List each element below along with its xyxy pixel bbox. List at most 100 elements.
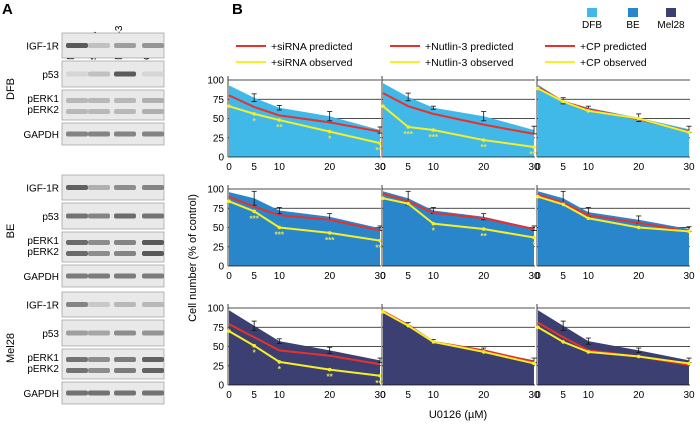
observed-point bbox=[532, 145, 536, 149]
observed-point bbox=[378, 373, 382, 378]
control-area bbox=[229, 310, 380, 385]
control-area bbox=[229, 192, 380, 266]
blot-membrane-box bbox=[61, 348, 165, 380]
y-tick-label: 0 bbox=[218, 262, 224, 273]
observed-point bbox=[481, 350, 486, 354]
x-tick-label: 20 bbox=[633, 162, 645, 173]
blot-band bbox=[88, 390, 110, 396]
legend-cell-line-label: Mel28 bbox=[657, 20, 685, 31]
x-axis-title: U0126 (µM) bbox=[429, 409, 487, 421]
blot-band bbox=[66, 302, 88, 307]
blot-band bbox=[142, 131, 164, 137]
blot-protein-label: IGF-1R bbox=[26, 42, 59, 53]
x-tick-label: 10 bbox=[583, 162, 595, 173]
x-tick-label: 5 bbox=[405, 162, 411, 173]
blot-protein-label: pERK2 bbox=[27, 364, 59, 375]
blot-band bbox=[88, 98, 110, 103]
blot-protein-label: p53 bbox=[42, 329, 59, 340]
observed-point bbox=[636, 116, 641, 121]
control-area bbox=[538, 84, 689, 157]
x-tick-label: 0 bbox=[226, 162, 232, 173]
x-tick-label: 5 bbox=[405, 271, 411, 282]
significance-star: *** bbox=[375, 146, 385, 155]
chart-panel-DFB-Nutlin-3: *** ********0 5 10 20 30 bbox=[380, 76, 540, 173]
x-tick-label: 10 bbox=[428, 162, 440, 173]
blot-band bbox=[66, 273, 88, 279]
blot-band bbox=[142, 330, 164, 336]
blot-band bbox=[88, 302, 110, 307]
blot-band bbox=[88, 109, 110, 114]
blot-band bbox=[66, 390, 88, 396]
blot-band bbox=[142, 240, 164, 245]
blot-band bbox=[114, 330, 136, 336]
y-tick-label: 0 bbox=[218, 153, 224, 164]
y-axis-title: Cell number (% of control) bbox=[187, 194, 199, 322]
blot-band bbox=[114, 357, 136, 362]
blot-band bbox=[88, 131, 110, 137]
y-tick-label: 50 bbox=[213, 342, 225, 353]
x-tick-label: 30 bbox=[683, 271, 695, 282]
x-tick-label: 30 bbox=[683, 162, 695, 173]
observed-point bbox=[532, 361, 536, 366]
legend-observed-label: +Nutlin-3 observed bbox=[425, 57, 514, 69]
y-tick-label: 25 bbox=[213, 361, 225, 372]
control-area bbox=[229, 85, 380, 157]
legend-cell-line-label: BE bbox=[626, 20, 640, 31]
blot-protein-label: pERK2 bbox=[27, 247, 59, 258]
legend-predicted-label: +CP predicted bbox=[580, 41, 647, 53]
observed-point bbox=[327, 367, 332, 372]
x-tick-label: 0 bbox=[380, 271, 386, 282]
predicted-line bbox=[228, 323, 381, 366]
chart-panel-BE-Nutlin-3: ****0 5 10 20 30 bbox=[380, 185, 540, 282]
observed-point bbox=[277, 225, 282, 230]
x-tick-label: 20 bbox=[324, 271, 336, 282]
observed-point bbox=[378, 238, 382, 243]
blot-band bbox=[88, 251, 110, 256]
significance-star: * bbox=[328, 135, 332, 144]
observed-point bbox=[532, 235, 536, 240]
y-tick-label: 75 bbox=[213, 323, 225, 334]
significance-star: *** bbox=[375, 379, 385, 388]
x-tick-label: 30 bbox=[528, 390, 540, 401]
predicted-line bbox=[382, 92, 535, 135]
x-tick-label: 10 bbox=[428, 271, 440, 282]
significance-star: *** bbox=[429, 133, 439, 142]
observed-point bbox=[381, 104, 385, 108]
blot-band bbox=[142, 273, 164, 279]
x-tick-label: 10 bbox=[274, 162, 286, 173]
y-tick-label: 100 bbox=[207, 304, 224, 315]
x-tick-label: 20 bbox=[478, 390, 490, 401]
observed-point bbox=[327, 231, 332, 235]
significance-star: *** bbox=[325, 236, 335, 245]
blot-band bbox=[66, 43, 88, 48]
significance-star: ** bbox=[481, 232, 488, 241]
x-tick-label: 20 bbox=[478, 271, 490, 282]
observed-point bbox=[536, 86, 540, 91]
x-tick-label: 10 bbox=[583, 271, 595, 282]
blot-band bbox=[142, 185, 164, 190]
x-tick-label: 30 bbox=[528, 271, 540, 282]
x-tick-label: 5 bbox=[251, 271, 257, 282]
observed-point bbox=[406, 323, 410, 328]
blot-protein-label: IGF-1R bbox=[26, 184, 59, 195]
blot-protein-label: p53 bbox=[42, 70, 59, 81]
blot-band bbox=[66, 109, 88, 114]
blot-cell-line-label: Mel28 bbox=[5, 333, 17, 363]
blot-band bbox=[142, 43, 164, 48]
blot-protein-label: pERK2 bbox=[27, 105, 59, 116]
observed-point bbox=[381, 310, 385, 314]
blot-cell-line-label: DFB bbox=[5, 78, 17, 100]
x-tick-label: 30 bbox=[683, 390, 695, 401]
control-area bbox=[383, 191, 534, 266]
blot-band bbox=[66, 98, 88, 103]
observed-point bbox=[561, 99, 565, 104]
panel-a-letter: A bbox=[2, 1, 13, 18]
observed-point bbox=[406, 201, 410, 206]
blot-band bbox=[142, 213, 164, 219]
y-tick-label: 100 bbox=[207, 185, 224, 196]
y-tick-label: 25 bbox=[213, 133, 225, 144]
x-tick-label: 10 bbox=[583, 390, 595, 401]
